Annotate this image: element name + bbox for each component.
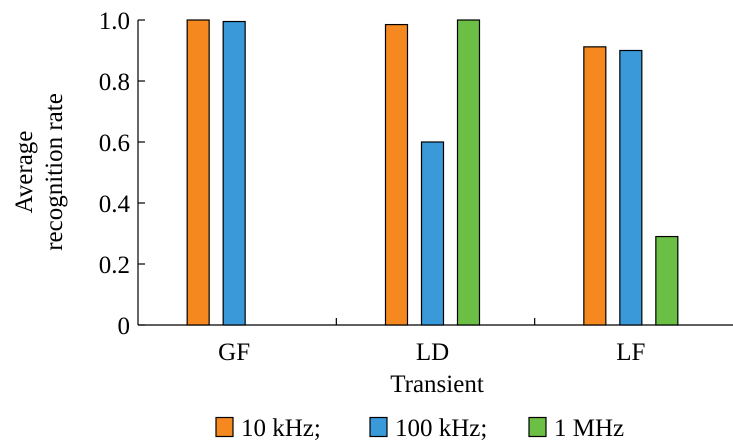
bar-lf-series-1 bbox=[583, 46, 607, 326]
bar-lf-series-2 bbox=[619, 49, 643, 326]
bar-gf-series-2 bbox=[222, 20, 246, 326]
y-tick-label: 1.0 bbox=[99, 8, 130, 35]
y-tick-label: 0 bbox=[118, 313, 131, 340]
y-tick-label: 0.8 bbox=[99, 69, 130, 96]
y-tick-label: 0.2 bbox=[99, 252, 130, 279]
y-axis-title-line-1: Average bbox=[11, 131, 38, 214]
y-axis-title-line-2: recognition rate bbox=[41, 93, 68, 251]
y-tick-label: 0.4 bbox=[99, 191, 131, 218]
legend-swatch bbox=[528, 416, 547, 438]
y-axis-title: Average recognition rate bbox=[11, 93, 68, 251]
bar-ld-series-1 bbox=[384, 23, 409, 326]
x-axis-title: Transient bbox=[390, 371, 484, 398]
x-category-label: LD bbox=[416, 339, 449, 366]
bar-gf-series-1 bbox=[186, 19, 210, 326]
y-tick-label: 0.6 bbox=[99, 130, 130, 157]
legend-label: 100 kHz; bbox=[395, 415, 487, 442]
legend-swatch bbox=[369, 416, 388, 438]
legend-label: 10 kHz; bbox=[241, 415, 321, 442]
x-category-label: GF bbox=[218, 339, 250, 366]
legend-swatch bbox=[215, 416, 234, 438]
legend-label: 1 MHz bbox=[554, 415, 624, 442]
bar-ld-series-3 bbox=[456, 19, 481, 326]
bar-ld-series-2 bbox=[420, 141, 445, 326]
bar-lf-series-3 bbox=[655, 235, 679, 326]
x-ticks: GF LD LF bbox=[218, 318, 645, 366]
y-ticks: 0 0.2 0.4 0.6 0.8 1.0 bbox=[99, 8, 145, 340]
x-category-label: LF bbox=[616, 339, 645, 366]
legend: 10 kHz; 100 kHz; 1 MHz bbox=[215, 415, 624, 442]
bars bbox=[186, 19, 679, 326]
